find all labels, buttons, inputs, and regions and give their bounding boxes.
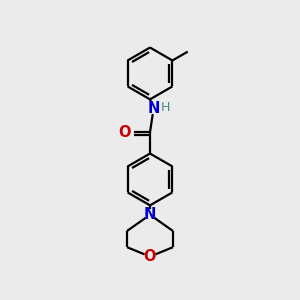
Text: O: O: [144, 249, 156, 264]
Text: N: N: [147, 101, 160, 116]
Text: H: H: [161, 101, 171, 114]
Text: O: O: [118, 125, 131, 140]
Text: N: N: [144, 207, 156, 222]
